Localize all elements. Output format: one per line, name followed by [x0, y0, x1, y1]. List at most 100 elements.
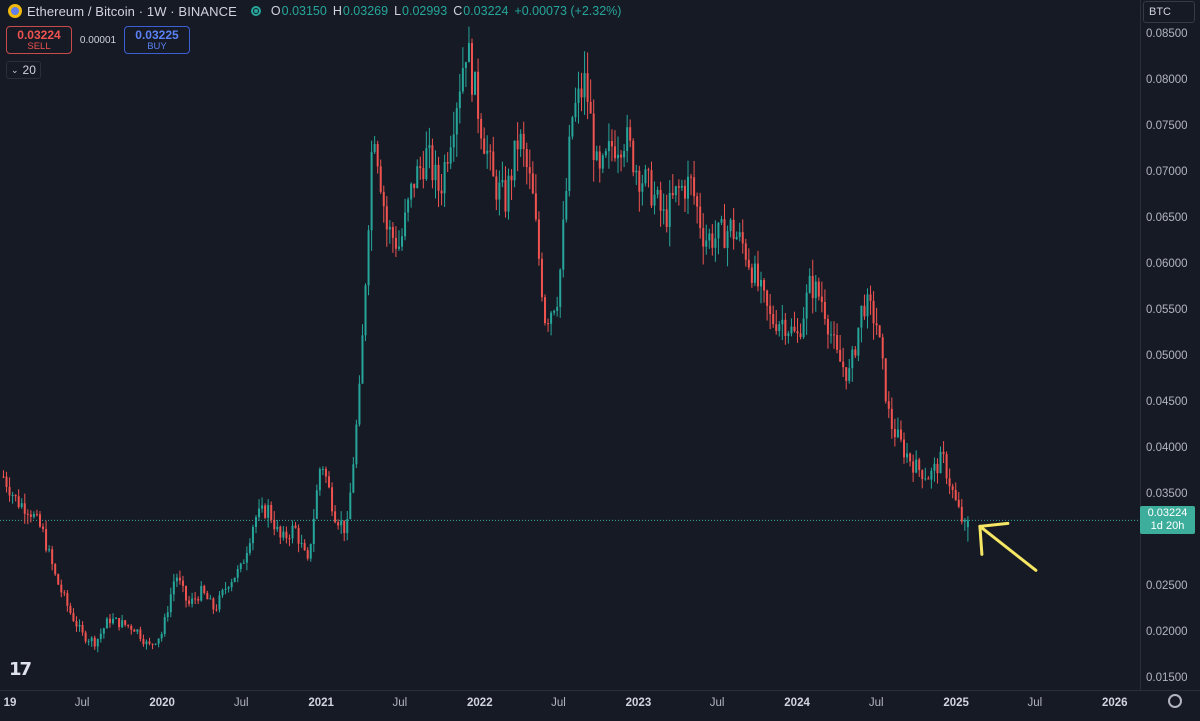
candle-body: [808, 275, 811, 293]
candle-body: [671, 192, 674, 196]
candle-body: [467, 43, 470, 63]
last-price-value: 0.03224: [1147, 507, 1188, 519]
candle-body: [571, 117, 574, 137]
sell-button[interactable]: 0.03224 SELL: [6, 26, 72, 54]
candle-body: [574, 102, 577, 118]
chevron-down-icon: ⌄: [11, 64, 19, 75]
candle-body: [197, 598, 200, 601]
candle-body: [312, 518, 315, 544]
candle-body: [890, 408, 893, 430]
time-tick-label: 2021: [308, 697, 334, 709]
gear-icon[interactable]: [1168, 694, 1182, 708]
candle-body: [108, 618, 111, 624]
candle-body: [93, 637, 96, 647]
candle-body: [957, 499, 960, 507]
candle-body: [592, 113, 595, 160]
candle-body: [446, 162, 449, 164]
candle-body: [23, 503, 26, 514]
time-axis[interactable]: [0, 690, 1200, 721]
tradingview-logo[interactable]: 17: [9, 659, 32, 680]
candle-body: [194, 598, 197, 600]
buy-price: 0.03225: [135, 28, 179, 42]
chart-pane[interactable]: [0, 0, 1140, 690]
candle-body: [534, 193, 537, 220]
candle-body: [720, 219, 723, 223]
candle-body: [656, 189, 659, 195]
candle-body: [130, 625, 133, 630]
candle-body: [188, 600, 191, 604]
time-tick-label: 19: [3, 697, 17, 709]
candle-body: [90, 637, 93, 642]
candle-body: [540, 258, 543, 298]
candle-body: [650, 170, 653, 206]
candle-body: [102, 628, 105, 634]
symbol-title[interactable]: Ethereum / Bitcoin · 1W · BINANCE: [27, 3, 237, 19]
candle-body: [169, 594, 172, 613]
price-axis[interactable]: [1140, 0, 1200, 690]
candle-body: [254, 517, 257, 527]
candle-body: [142, 639, 145, 645]
candle-body: [464, 62, 467, 69]
candle-body: [781, 319, 784, 325]
candle-body: [626, 127, 629, 151]
candle-body: [665, 209, 668, 227]
candle-body: [230, 581, 233, 588]
candle-body: [842, 361, 845, 368]
candle-body: [148, 641, 151, 644]
candle-body: [726, 231, 729, 248]
candle-body: [884, 358, 887, 402]
candle-body: [635, 170, 638, 173]
candle-body: [598, 151, 601, 169]
buy-button[interactable]: 0.03225 BUY: [124, 26, 190, 54]
candle-body: [388, 226, 391, 230]
candle-body: [860, 305, 863, 328]
candle-body: [866, 294, 869, 317]
candle-body: [586, 73, 589, 102]
candle-body: [145, 641, 148, 645]
candle-body: [677, 186, 680, 188]
price-tick-label: 0.08500: [1146, 27, 1188, 40]
candle-body: [805, 292, 808, 319]
candle-body: [686, 176, 689, 199]
candle-body: [416, 166, 419, 188]
candle-body: [553, 310, 556, 313]
candle-body: [66, 593, 69, 606]
candle-body: [449, 147, 452, 164]
candle-body: [893, 429, 896, 438]
candle-body: [276, 526, 279, 530]
candle-body: [583, 73, 586, 98]
candle-body: [966, 520, 969, 528]
candlestick-chart[interactable]: [0, 0, 1140, 690]
candle-body: [206, 593, 209, 600]
candle-body: [498, 182, 501, 200]
candle-body: [5, 476, 8, 487]
annotation-arrow-icon[interactable]: [978, 521, 1038, 572]
candle-body: [394, 237, 397, 249]
candle-body: [181, 580, 184, 586]
candle-body: [513, 140, 516, 181]
candle-body: [680, 185, 683, 188]
candle-body: [224, 588, 227, 590]
price-tick-label: 0.02500: [1146, 579, 1188, 592]
candle-body: [337, 522, 340, 526]
spread-value: 0.00001: [79, 34, 117, 46]
candle-body: [729, 219, 732, 232]
candle-body: [696, 196, 699, 207]
indicators-toggle[interactable]: ⌄ 20: [6, 61, 41, 79]
candle-body: [662, 209, 665, 211]
candle-body: [486, 150, 489, 154]
candle-body: [826, 318, 829, 335]
candle-body: [63, 592, 66, 594]
candle-body: [413, 183, 416, 188]
candle-body: [32, 514, 35, 517]
candle-body: [668, 192, 671, 227]
candle-body: [84, 632, 87, 642]
candle-body: [863, 305, 866, 317]
candle-body: [690, 176, 693, 178]
candle-body: [477, 71, 480, 119]
candle-body: [397, 246, 400, 249]
price-tick-label: 0.06500: [1146, 211, 1188, 224]
currency-selector[interactable]: BTC: [1143, 1, 1195, 23]
candle-body: [343, 520, 346, 534]
candle-body: [613, 146, 616, 159]
